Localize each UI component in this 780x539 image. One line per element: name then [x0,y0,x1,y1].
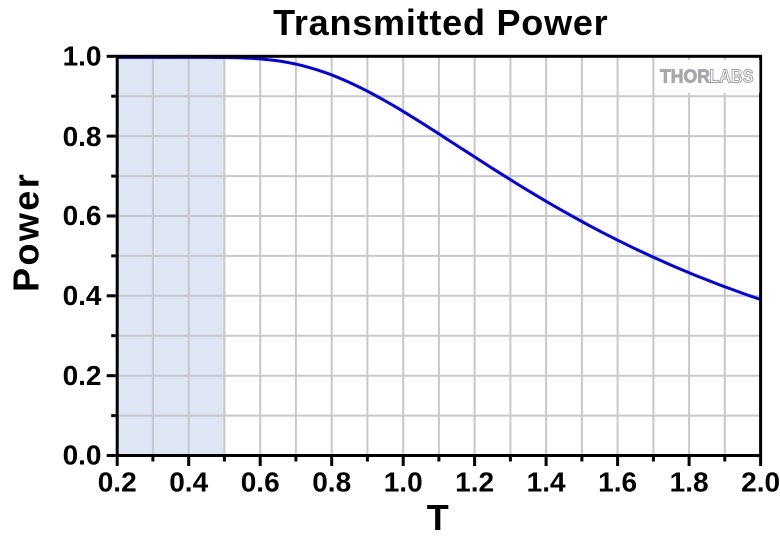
svg-text:2.0: 2.0 [741,467,780,498]
svg-text:Transmitted Power: Transmitted Power [273,2,608,43]
svg-text:LABS: LABS [710,66,754,87]
svg-text:1.0: 1.0 [63,40,102,71]
svg-text:1.8: 1.8 [670,467,709,498]
svg-text:0.8: 0.8 [63,121,102,152]
svg-text:0.6: 0.6 [63,200,102,231]
svg-text:0.6: 0.6 [241,467,280,498]
svg-text:0.2: 0.2 [98,467,137,498]
svg-text:1.2: 1.2 [455,467,494,498]
svg-text:1.6: 1.6 [598,467,637,498]
svg-text:0.0: 0.0 [63,440,102,471]
svg-text:1.0: 1.0 [384,467,423,498]
svg-text:0.4: 0.4 [63,280,102,311]
svg-text:0.2: 0.2 [63,360,102,391]
svg-text:0.4: 0.4 [169,467,208,498]
svg-text:THOR: THOR [660,66,710,87]
svg-text:T: T [427,497,449,538]
svg-text:1.4: 1.4 [527,467,566,498]
svg-text:0.8: 0.8 [312,467,351,498]
svg-text:Power: Power [6,172,47,292]
